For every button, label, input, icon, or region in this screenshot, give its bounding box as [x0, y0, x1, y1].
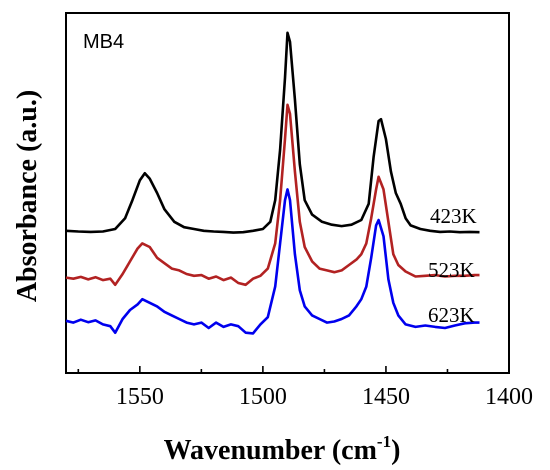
- x-tick-label-1550: 1550: [116, 384, 164, 410]
- x-tick-layer: 1550 1500 1450 1400: [77, 366, 533, 410]
- plot-frame: [65, 12, 510, 374]
- x-axis-title-close: ): [391, 435, 400, 466]
- series-line-623k: [65, 188, 480, 335]
- y-axis-title: Absorbance (a.u.): [12, 90, 43, 302]
- series-label-423k: 423K: [430, 204, 477, 228]
- x-tick-label-1400: 1400: [485, 384, 533, 410]
- x-tick-label-1450: 1450: [362, 384, 410, 410]
- x-tick-label-1500: 1500: [239, 384, 287, 410]
- x-axis-title: Wavenumber (cm-1): [164, 432, 401, 466]
- x-axis-title-main: Wavenumber (cm: [164, 435, 377, 466]
- series-line-523k: [65, 103, 480, 287]
- x-axis-title-superscript: -1: [377, 432, 391, 451]
- series-layer: [65, 31, 480, 335]
- series-line-423k: [65, 31, 480, 234]
- series-label-623k: 623K: [428, 303, 475, 327]
- series-label-523k: 523K: [428, 258, 475, 282]
- panel-label: MB4: [83, 31, 124, 53]
